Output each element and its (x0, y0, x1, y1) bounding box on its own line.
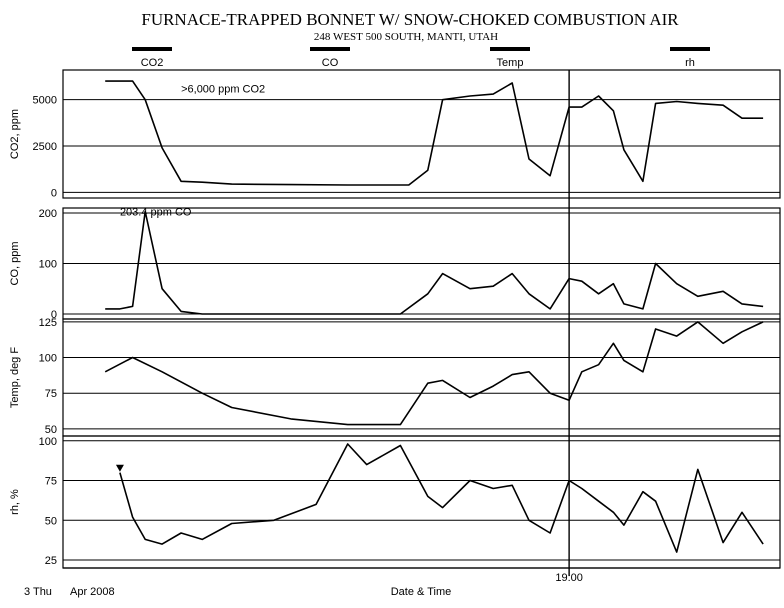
panel-frame (62, 435, 781, 569)
series-line-co (105, 210, 764, 315)
legend-item-co2: CO2 (132, 47, 172, 69)
legend-label: CO2 (141, 57, 164, 69)
y-tick-label: 2500 (33, 141, 57, 153)
panel-frame (62, 318, 781, 437)
marker-triangle (115, 464, 124, 472)
series-line-temp (104, 321, 764, 426)
y-tick-label: 0 (51, 187, 57, 199)
date-month-label: Apr 2008 (70, 586, 115, 598)
y-axis-label: rh, % (9, 489, 21, 515)
legend: CO2 CO Temp rh (132, 47, 710, 69)
panel-frame (62, 69, 781, 199)
legend-item-temp: Temp (490, 47, 530, 69)
chart-title: FURNACE-TRAPPED BONNET W/ SNOW-CHOKED CO… (141, 10, 679, 29)
y-tick-label: 100 (39, 436, 57, 448)
y-axis-label: CO2, ppm (9, 109, 21, 159)
chart-subtitle: 248 WEST 500 SOUTH, MANTI, UTAH (314, 31, 498, 43)
x-axis: 19:0019:30 (63, 70, 780, 584)
legend-item-rh: rh (670, 47, 710, 69)
y-tick-label: 75 (45, 388, 57, 400)
x-axis-label: Date & Time (391, 586, 452, 598)
y-tick-label: 50 (45, 424, 57, 436)
panel-co: 0 100 200 CO, ppm 203.4 ppm CO (9, 207, 781, 321)
y-tick-label: 100 (39, 259, 57, 271)
y-tick-label: 125 (39, 317, 57, 329)
y-tick-label: 5000 (33, 95, 57, 107)
panel-rh: 25 50 75 100 rh, % (9, 435, 781, 569)
annotation: 203.4 ppm CO (120, 207, 192, 219)
y-axis-label: Temp, deg F (9, 347, 21, 408)
annotation: >6,000 ppm CO2 (181, 83, 265, 95)
x-tick-label: 19:00 (555, 572, 583, 584)
y-axis-label: CO, ppm (9, 241, 21, 285)
y-tick-label: 25 (45, 555, 57, 567)
date-left-label: 3 Thu (24, 586, 52, 598)
series-line-rh (119, 443, 764, 553)
panel-temp: 50 75 100 125 Temp, deg F (9, 317, 781, 437)
y-tick-label: 0 (51, 309, 57, 321)
series-line-co2 (105, 80, 764, 186)
legend-label: rh (685, 57, 695, 69)
y-tick-label: 50 (45, 515, 57, 527)
y-tick-label: 200 (39, 208, 57, 220)
legend-label: Temp (497, 57, 524, 69)
panel-co2: 0 2500 5000 CO2, ppm >6,000 ppm CO2 (9, 69, 781, 199)
legend-item-co: CO (310, 47, 350, 69)
y-tick-label: 75 (45, 476, 57, 488)
legend-label: CO (322, 57, 339, 69)
plot-panels: 0 2500 5000 CO2, ppm >6,000 ppm CO2 0 100 200 CO… (9, 69, 781, 569)
y-tick-label: 100 (39, 353, 57, 365)
